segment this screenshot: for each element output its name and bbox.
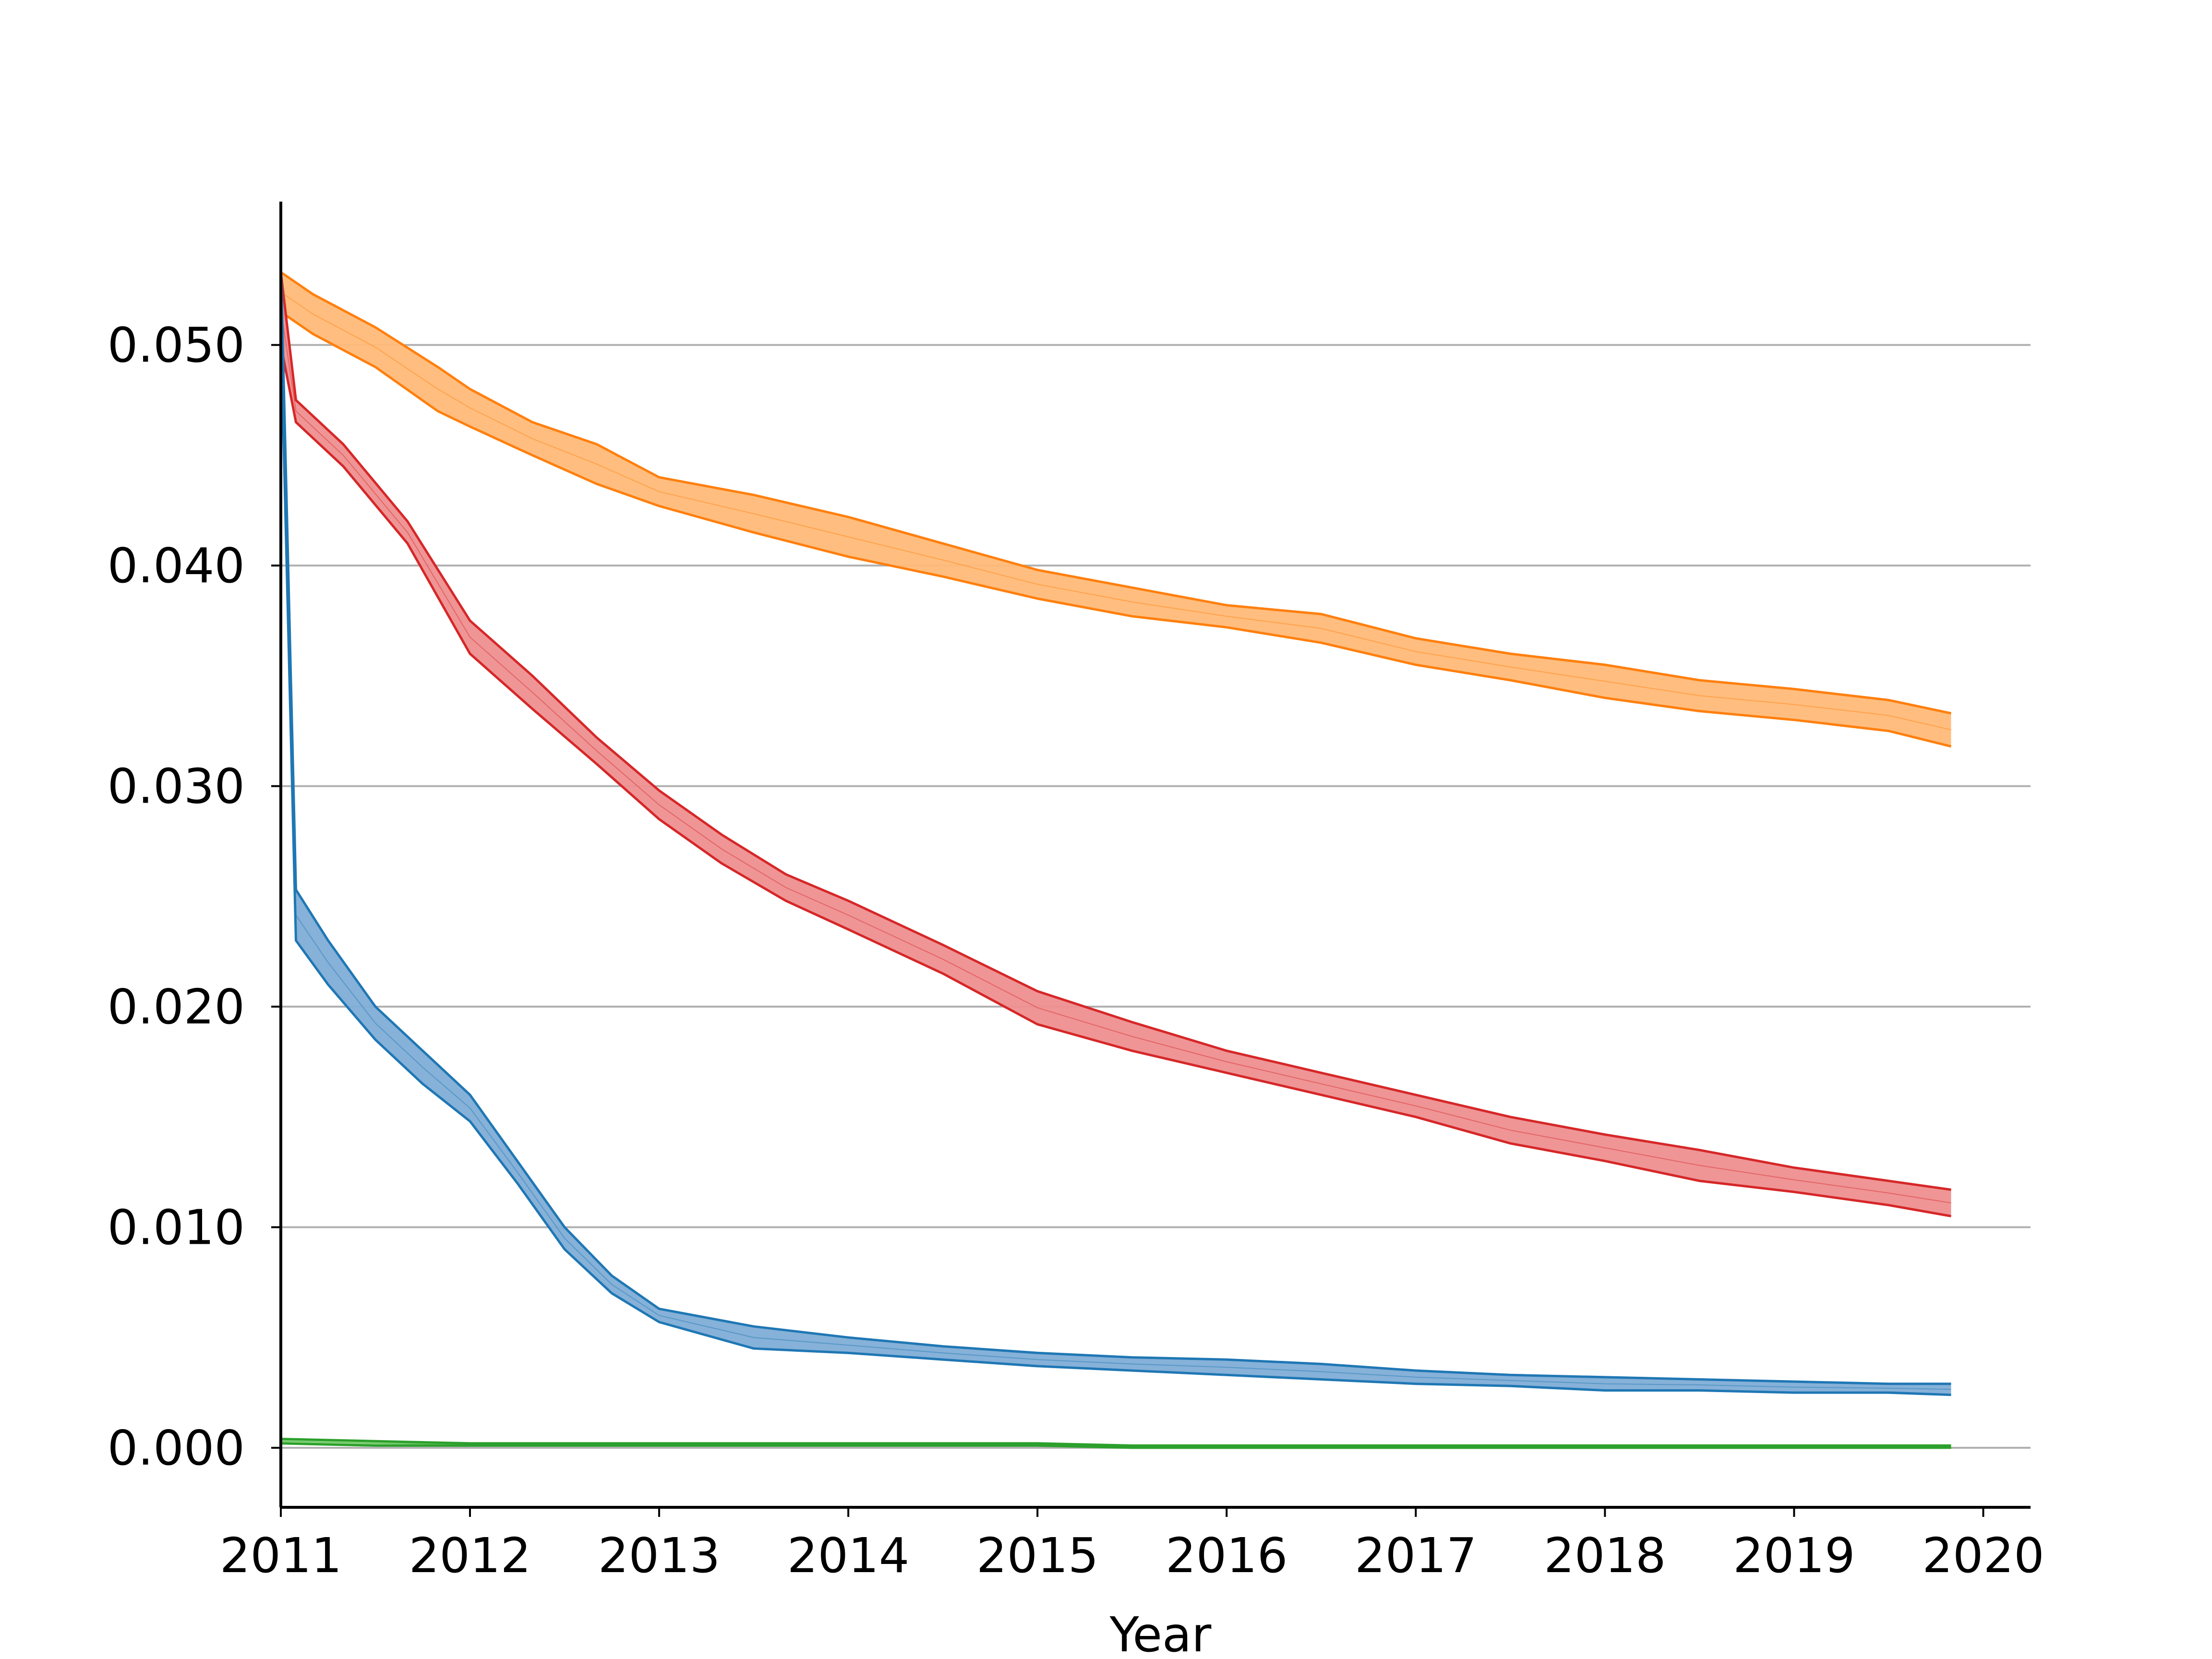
x-tick-label: 2017 (1355, 1527, 1477, 1584)
y-tick-label: 0.040 (108, 538, 245, 594)
series-lower-line (280, 311, 1952, 748)
tick-labels: 0.000 0.010 0.020 0.030 0.040 0.050 2011 2012 20… (108, 317, 2044, 1584)
y-tick-label: 0.010 (108, 1199, 245, 1255)
x-tick-label: 2013 (598, 1527, 721, 1584)
series-lower-line (280, 1442, 1951, 1449)
series-1 (279, 272, 1951, 1217)
series-mean-line (280, 294, 1951, 1390)
series-mean-line (280, 308, 1951, 1203)
series-lower-line (279, 345, 1951, 1217)
series-upper-line (280, 1438, 1951, 1447)
x-tick-label: 2012 (409, 1527, 531, 1584)
series-bands (279, 261, 1952, 1449)
series-2 (279, 261, 1951, 1396)
series-upper-line (279, 261, 1951, 1385)
series-mean-line (280, 1441, 1951, 1447)
x-tick-label: 2016 (1166, 1527, 1288, 1584)
series-upper-line (279, 272, 1951, 1191)
x-tick-label: 2018 (1544, 1527, 1666, 1584)
series-0 (280, 271, 1952, 748)
series-3 (280, 1438, 1951, 1449)
x-tick-label: 2015 (976, 1527, 1099, 1584)
y-tick-label: 0.050 (108, 317, 245, 373)
y-tick-label: 0.030 (108, 758, 245, 815)
y-tick-label: 0.020 (108, 979, 245, 1035)
x-tick-label: 2011 (220, 1527, 342, 1584)
x-axis-title: Year (1109, 1607, 1212, 1659)
axes (279, 202, 2031, 1509)
y-tick-label: 0.000 (108, 1420, 245, 1476)
series-band (281, 272, 1951, 1216)
x-tick-label: 2014 (787, 1527, 910, 1584)
series-band (281, 272, 1951, 746)
x-tick-label: 2019 (1733, 1527, 1855, 1584)
series-lower-line (279, 327, 1951, 1396)
x-tick-label: 2020 (1922, 1527, 2044, 1584)
series-upper-line (280, 271, 1952, 715)
series-mean-line (280, 291, 1951, 731)
